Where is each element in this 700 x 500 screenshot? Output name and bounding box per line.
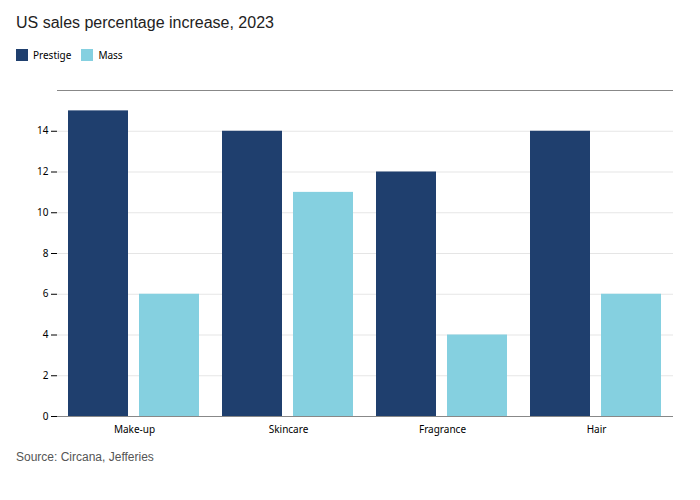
svg-text:2: 2 — [43, 368, 49, 382]
html-text:US sales percentage increase,: US sales percentage increase, 2023 — [16, 14, 274, 31]
html-text:Source: Circana, Jefferies: Source: Circana, Jefferies — [16, 450, 154, 464]
svg-text:6: 6 — [43, 286, 49, 300]
svg-text:10: 10 — [37, 205, 49, 219]
html-text:Mass: Mass — [98, 47, 123, 62]
html-text:Prestige: Prestige — [33, 47, 72, 62]
svg-text:0: 0 — [43, 409, 49, 423]
svg-text:Skincare: Skincare — [269, 422, 309, 436]
svg-text:14: 14 — [37, 123, 49, 137]
svg-text:Make-up: Make-up — [114, 422, 155, 436]
svg-text:12: 12 — [37, 164, 49, 178]
svg-text:8: 8 — [43, 246, 49, 260]
svg-text:Fragrance: Fragrance — [419, 422, 466, 436]
svg-text:Hair: Hair — [587, 422, 607, 436]
svg-text:4: 4 — [43, 327, 49, 341]
